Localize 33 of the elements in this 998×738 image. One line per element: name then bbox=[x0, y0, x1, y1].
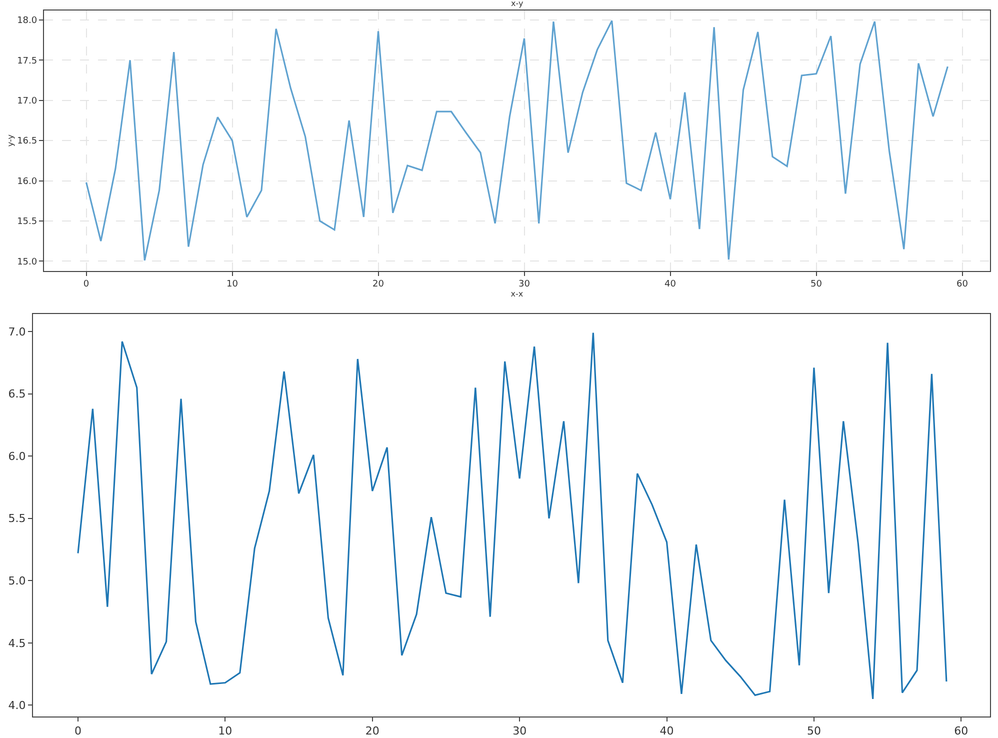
x-tick-label: 60 bbox=[954, 724, 968, 738]
x-tick-label: 50 bbox=[806, 724, 821, 738]
line-series bbox=[77, 332, 948, 700]
y-tick-label: 16.5 bbox=[17, 136, 38, 147]
x-tick-label: 20 bbox=[365, 724, 380, 738]
x-tick-label: 10 bbox=[226, 280, 238, 290]
y-tick-label: 15.0 bbox=[17, 257, 38, 268]
x-tick-label: 10 bbox=[218, 724, 232, 738]
x-axis-title: x-x bbox=[510, 290, 524, 299]
y-tick-label: 4.5 bbox=[8, 636, 26, 650]
y-tick-label: 5.0 bbox=[8, 574, 26, 588]
y-tick-label: 15.5 bbox=[17, 217, 38, 228]
y-tick-label: 6.0 bbox=[8, 450, 26, 463]
y-tick-label: 17.0 bbox=[17, 96, 38, 106]
x-tick-label: 40 bbox=[660, 724, 674, 738]
x-tick-label: 20 bbox=[372, 280, 384, 290]
x-tick-label: 30 bbox=[518, 280, 530, 290]
chart-title: x-y bbox=[511, 0, 524, 8]
y-tick-label: 18.0 bbox=[17, 16, 38, 26]
x-tick-label: 40 bbox=[664, 280, 676, 290]
y-tick-label: 17.5 bbox=[17, 56, 38, 66]
y-tick-label: 16.0 bbox=[17, 176, 38, 187]
y-tick-label: 4.0 bbox=[8, 699, 26, 712]
x-tick-label: 0 bbox=[83, 280, 90, 290]
x-tick-label: 0 bbox=[74, 724, 82, 738]
x-tick-label: 50 bbox=[810, 280, 822, 290]
x-tick-label: 30 bbox=[512, 724, 527, 738]
y-tick-label: 6.5 bbox=[8, 388, 26, 401]
y-axis-title: y-y bbox=[6, 134, 15, 147]
x-tick-label: 60 bbox=[956, 280, 968, 290]
y-tick-label: 5.5 bbox=[8, 512, 26, 526]
line-series bbox=[85, 20, 948, 262]
y-tick-label: 7.0 bbox=[8, 325, 26, 338]
